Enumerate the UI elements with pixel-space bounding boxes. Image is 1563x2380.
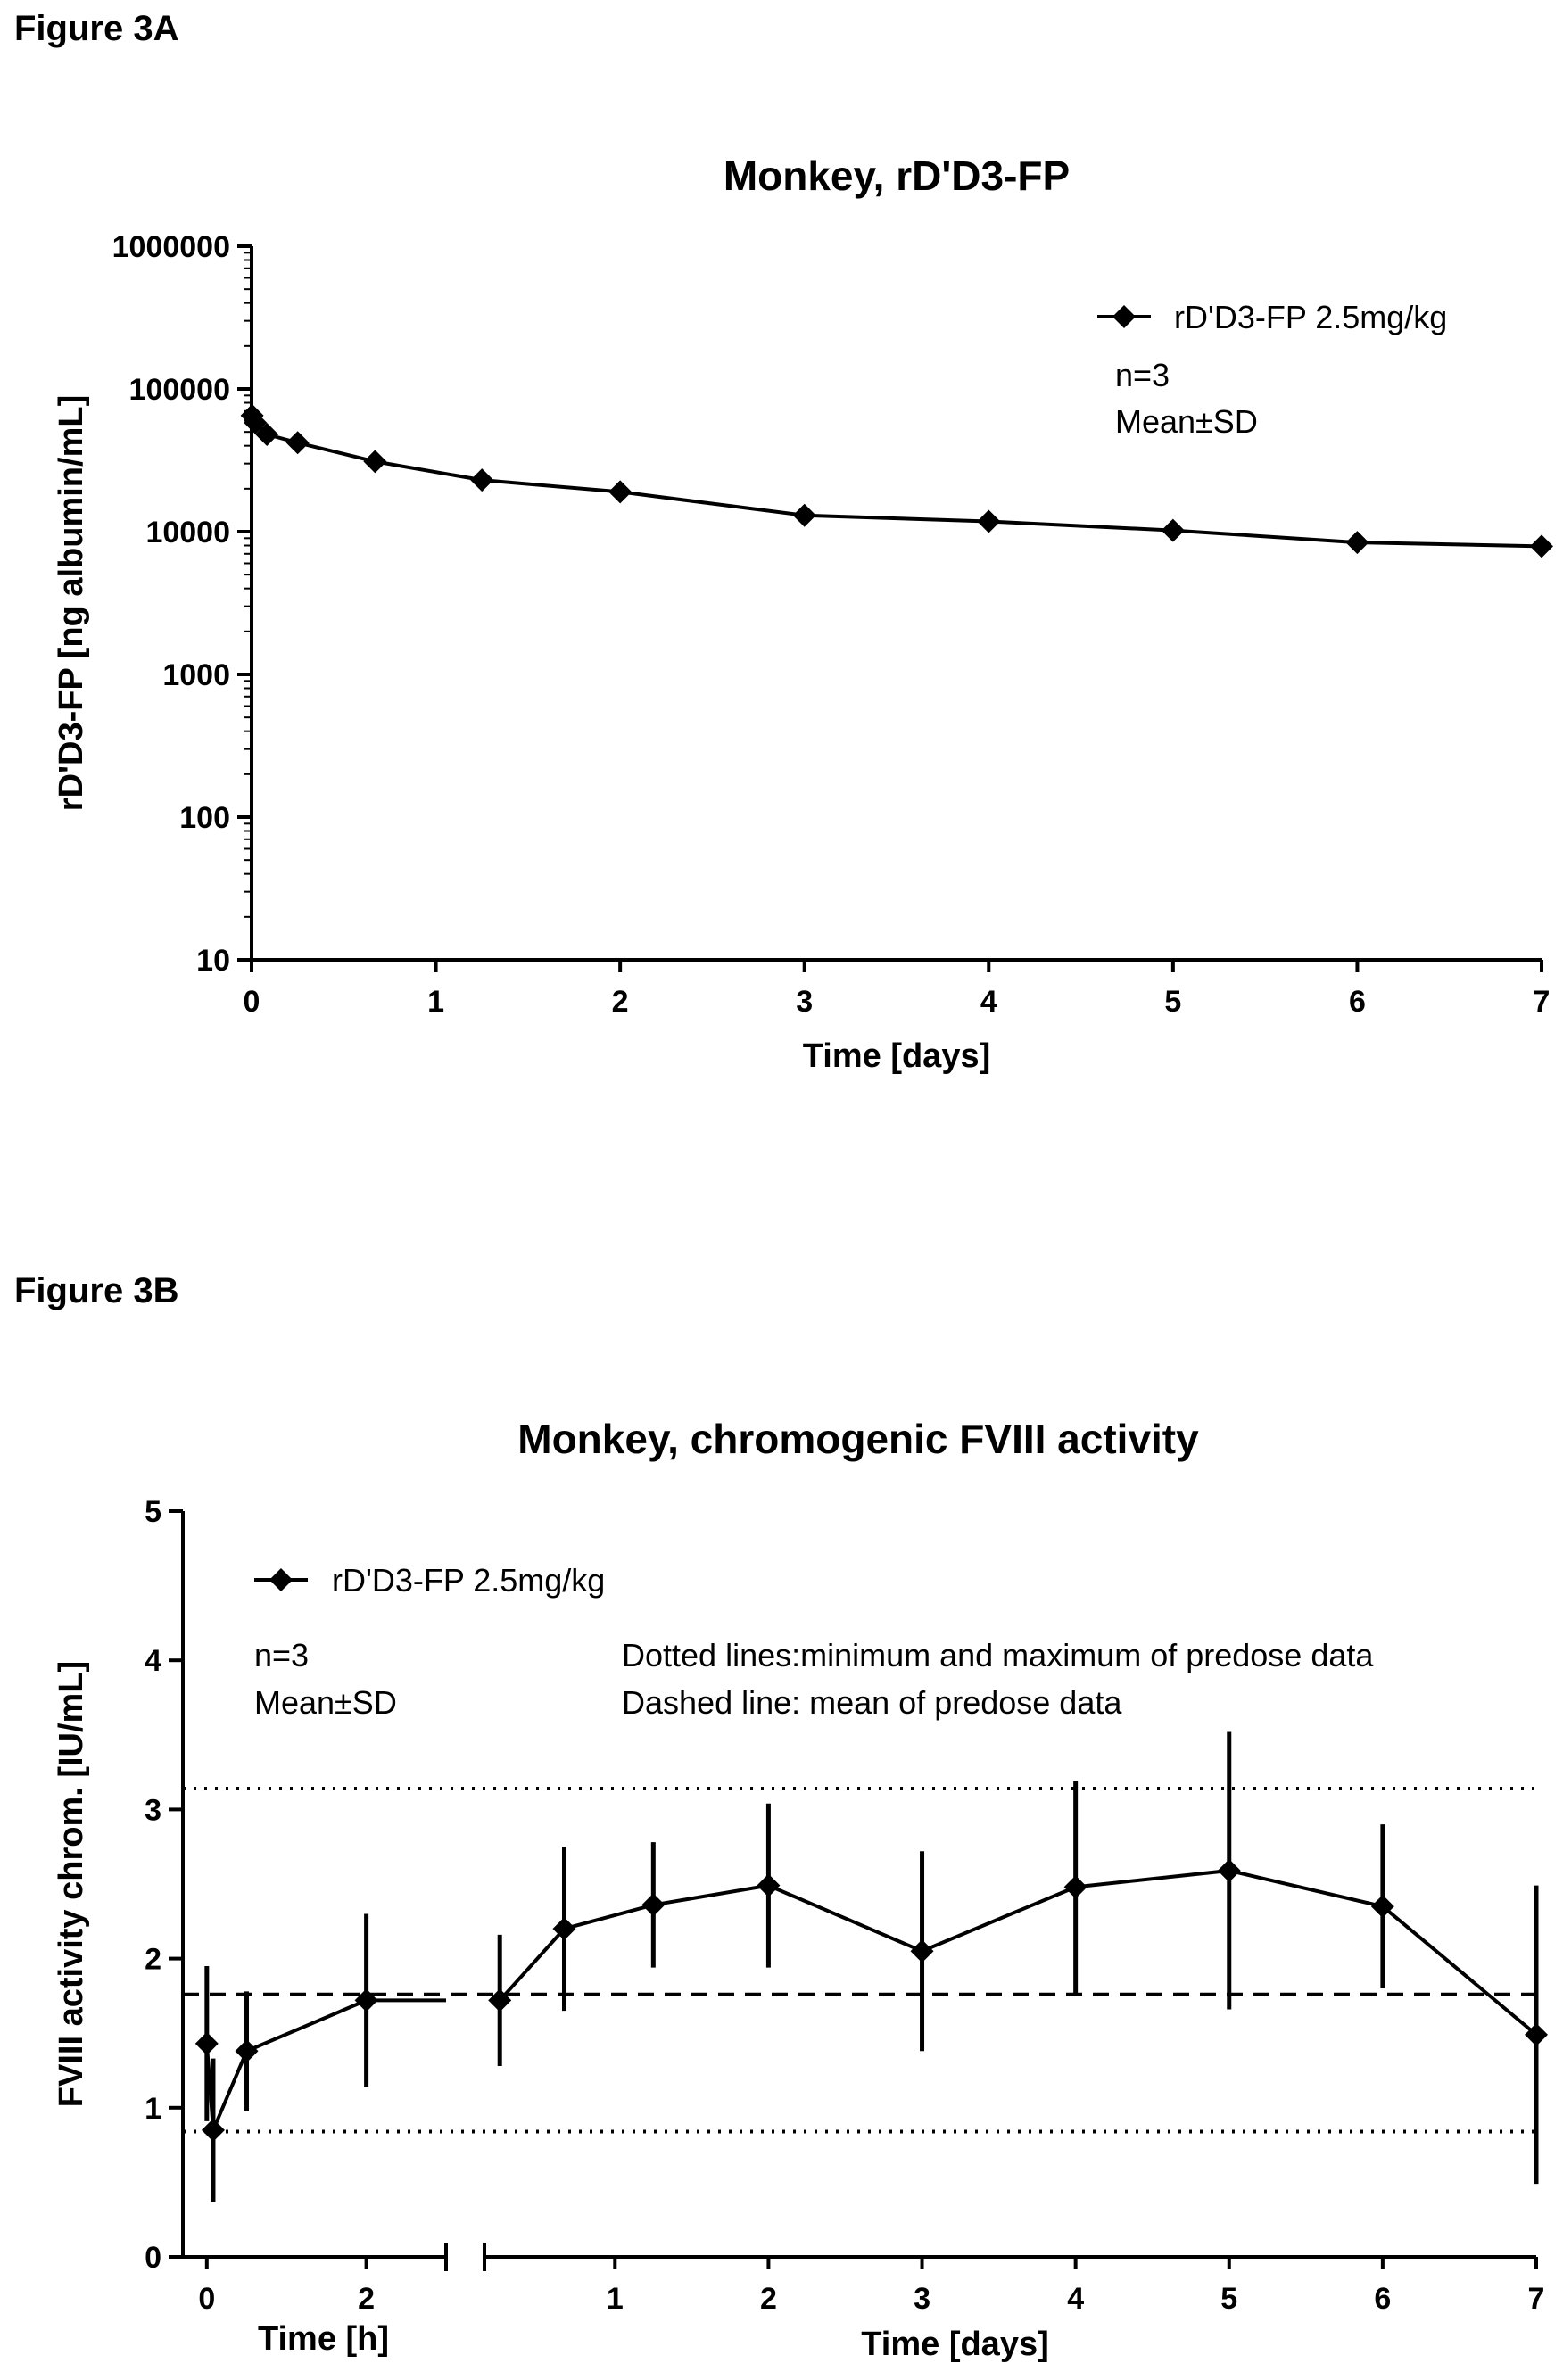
y-tick-label: 1000000 [112, 230, 230, 264]
y-axis-label: rD'D3-FP [ng albumin/mL] [53, 395, 90, 811]
legend-marker [1112, 305, 1136, 328]
x-tick-label: 2 [612, 985, 629, 1019]
x-axis-label-days: Time [days] [861, 2326, 1048, 2363]
series-line [250, 415, 1542, 549]
data-point [488, 1988, 512, 2012]
y-tick-label: 1 [145, 2092, 161, 2126]
annotation-dotted-lines: Dotted lines:minimum and maximum of pred… [622, 1637, 1374, 1673]
figure-3b-label: Figure 3B [14, 1271, 179, 1310]
y-tick-label: 10 [196, 944, 230, 978]
x-tick-label: 0 [198, 2282, 215, 2316]
x-tick-label: 2 [760, 2282, 777, 2316]
x-tick-label: 1 [427, 985, 444, 1019]
x-tick-label: 4 [980, 985, 997, 1019]
y-tick-label: 0 [145, 2241, 161, 2275]
data-point [235, 2039, 259, 2063]
x-tick-label: 0 [244, 985, 260, 1019]
data-point [608, 480, 633, 504]
data-point [641, 1893, 666, 1917]
data-point [255, 423, 279, 447]
y-tick-label: 100 [179, 801, 230, 835]
data-point [1063, 1875, 1087, 1899]
y-tick-label: 4 [145, 1644, 161, 1678]
annotation-n: n=3 [1115, 357, 1170, 393]
legend-label: rD'D3-FP 2.5mg/kg [332, 1562, 605, 1599]
annotation-mean-sd: Mean±SD [1115, 403, 1258, 440]
x-tick-label: 5 [1164, 985, 1181, 1019]
data-point [792, 503, 816, 527]
figure-3a-label: Figure 3A [14, 9, 179, 48]
y-tick-label: 1000 [162, 658, 230, 692]
data-point [910, 1939, 934, 1963]
data-point [244, 410, 268, 434]
chart-title: Monkey, chromogenic FVIII activity [517, 1416, 1199, 1462]
data-point [194, 2031, 219, 2055]
y-axis-label: FVIII activity chrom. [IU/mL] [53, 1661, 90, 2107]
x-tick-label: 7 [1528, 2282, 1545, 2316]
annotation-mean-sd: Mean±SD [254, 1684, 397, 1721]
data-point [1370, 1895, 1394, 1919]
x-axis-label: Time [days] [803, 1037, 990, 1075]
x-tick-label: 7 [1534, 985, 1551, 1019]
legend-label: rD'D3-FP 2.5mg/kg [1174, 299, 1447, 335]
series-line-hours [204, 1998, 446, 2131]
y-tick-label: 10000 [145, 516, 230, 550]
data-point [552, 1917, 576, 1941]
x-tick-label: 5 [1220, 2282, 1237, 2316]
x-axis-label-hours: Time [h] [258, 2320, 389, 2358]
x-tick-label: 2 [358, 2282, 375, 2316]
chart-3a: Monkey, rD'D3-FP101001000100001000001000… [53, 153, 1553, 1075]
data-point [1530, 534, 1553, 558]
x-tick-label: 6 [1374, 2282, 1391, 2316]
y-tick-label: 3 [145, 1793, 161, 1827]
legend-marker [269, 1568, 293, 1591]
data-point [1217, 1858, 1241, 1882]
annotation-n: n=3 [254, 1637, 309, 1673]
data-point [1345, 531, 1369, 555]
y-tick-label: 5 [145, 1495, 161, 1529]
x-tick-label: 4 [1067, 2282, 1084, 2316]
chart-3b: Monkey, chromogenic FVIII activity 0 1 2 3 4 5… [53, 1416, 1548, 2363]
data-point [354, 1988, 378, 2012]
x-tick-label: 3 [796, 985, 813, 1019]
x-tick-label: 6 [1349, 985, 1366, 1019]
y-tick-label: 2 [145, 1943, 161, 1977]
data-point [977, 509, 1001, 533]
data-point [285, 431, 310, 455]
x-tick-label: 3 [914, 2282, 930, 2316]
annotation-dashed-line: Dashed line: mean of predose data [622, 1684, 1122, 1721]
data-point [1161, 518, 1185, 542]
x-tick-label: 1 [607, 2282, 624, 2316]
data-point [201, 2118, 225, 2142]
data-point [363, 450, 387, 474]
data-point [1525, 2022, 1548, 2046]
data-point [757, 1873, 781, 1897]
data-point [470, 468, 494, 492]
y-tick-label: 100000 [129, 373, 230, 407]
chart-title: Monkey, rD'D3-FP [724, 153, 1070, 199]
